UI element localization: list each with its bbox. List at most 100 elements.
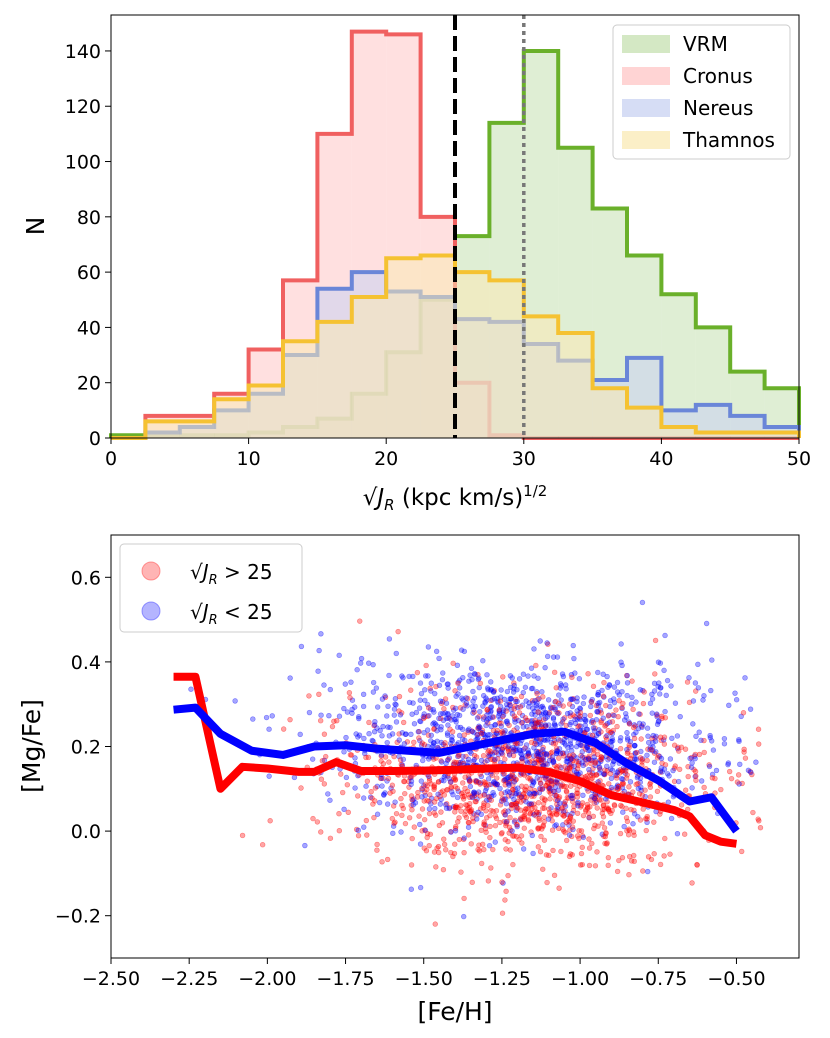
data-point: [624, 818, 631, 825]
data-point: [593, 702, 600, 709]
data-point: [611, 696, 617, 702]
data-point: [575, 711, 581, 717]
data-point: [516, 747, 523, 753]
data-point: [546, 753, 553, 759]
data-point: [399, 673, 405, 679]
data-point: [537, 638, 543, 644]
data-point: [693, 777, 699, 784]
data-point: [559, 739, 566, 745]
data-point: [436, 779, 442, 785]
data-point: [695, 685, 702, 691]
data-point: [631, 735, 638, 742]
data-point: [450, 704, 456, 711]
data-point: [694, 862, 700, 868]
data-point: [441, 777, 447, 784]
data-point: [536, 815, 542, 822]
data-point: [449, 734, 455, 740]
data-point: [448, 785, 455, 791]
data-point: [565, 818, 571, 824]
data-point: [483, 808, 489, 814]
data-point: [530, 705, 536, 712]
data-point: [455, 788, 462, 794]
data-point: [528, 665, 535, 671]
data-point: [527, 791, 533, 797]
data-point: [477, 729, 484, 735]
data-point: [458, 759, 464, 766]
data-point: [510, 802, 516, 808]
data-point: [624, 828, 630, 834]
data-point: [692, 755, 698, 762]
data-point: [591, 825, 597, 832]
data-point: [546, 785, 552, 791]
data-point: [450, 853, 456, 860]
data-point: [466, 777, 472, 783]
data-point: [534, 700, 540, 706]
data-point: [452, 828, 459, 834]
data-point: [657, 691, 663, 697]
data-point: [524, 723, 530, 730]
data-point: [450, 776, 457, 782]
data-point: [445, 712, 451, 718]
data-point: [315, 668, 321, 674]
data-point: [508, 805, 514, 812]
data-point: [239, 832, 246, 839]
data-point: [480, 703, 486, 709]
data-point: [568, 756, 574, 762]
data-point: [480, 802, 487, 809]
data-point: [500, 809, 507, 815]
data-point: [502, 897, 508, 903]
data-point: [548, 704, 554, 710]
data-point: [561, 800, 567, 806]
data-point: [500, 712, 507, 718]
data-point: [635, 780, 641, 787]
data-point: [579, 749, 585, 755]
data-point: [504, 705, 510, 711]
data-point: [345, 809, 351, 816]
y-tick-label: 0.6: [71, 567, 101, 589]
data-point: [604, 720, 610, 727]
data-point: [444, 732, 451, 738]
data-point: [471, 811, 477, 817]
data-point: [548, 778, 554, 785]
data-point: [487, 731, 493, 738]
data-point: [605, 807, 612, 813]
data-point: [668, 815, 675, 822]
data-point: [539, 826, 545, 832]
data-point: [417, 697, 423, 703]
data-point: [556, 885, 562, 891]
data-point: [458, 647, 465, 653]
y-tick-label: 0: [89, 428, 101, 450]
data-point: [490, 727, 497, 734]
data-point: [527, 759, 533, 765]
data-point: [505, 808, 511, 814]
data-point: [572, 713, 578, 720]
data-point: [598, 797, 604, 803]
data-point: [637, 775, 644, 781]
data-point: [458, 869, 464, 875]
data-point: [455, 753, 461, 760]
data-point: [446, 755, 453, 761]
data-point: [469, 728, 476, 735]
data-point: [657, 685, 664, 691]
data-point: [426, 713, 432, 719]
data-point: [510, 782, 516, 788]
data-point: [488, 793, 495, 800]
data-point: [529, 778, 536, 784]
data-point: [583, 806, 589, 813]
data-point: [537, 785, 543, 792]
data-point: [515, 717, 522, 724]
data-point: [400, 805, 406, 812]
data-point: [609, 807, 615, 814]
data-point: [431, 786, 437, 793]
data-point: [502, 837, 508, 843]
data-point: [569, 795, 575, 801]
data-point: [519, 712, 526, 719]
data-point: [501, 696, 508, 703]
data-point: [616, 857, 622, 864]
data-point: [422, 792, 428, 799]
data-point: [424, 727, 431, 733]
data-point: [488, 686, 495, 693]
data-point: [497, 698, 504, 704]
data-point: [533, 662, 539, 669]
data-point: [749, 771, 755, 778]
